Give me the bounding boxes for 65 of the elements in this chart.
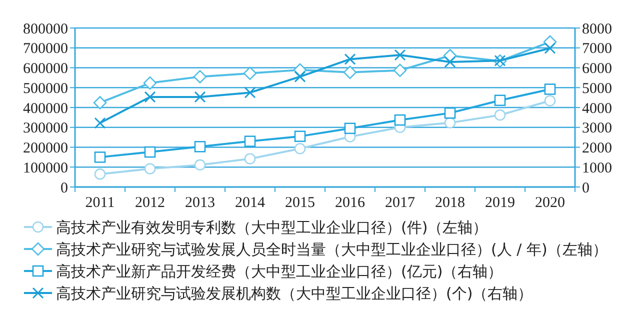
point [243, 66, 257, 80]
point [144, 163, 156, 174]
x-tick-label: 2020 [535, 195, 565, 211]
point [294, 130, 306, 142]
y2-tick-label: 5000 [582, 80, 612, 97]
y2-tick-label: 0 [582, 180, 590, 196]
y2-tick-label: 6000 [582, 61, 612, 77]
y-tick-label: 800000 [23, 21, 68, 38]
x-tick-label: 2012 [135, 195, 165, 211]
x-tick-label: 2017 [385, 195, 416, 211]
x-tick-label: 2015 [285, 195, 315, 211]
y2-tick-label: 7000 [582, 41, 612, 58]
y-tick-label: 0 [60, 180, 68, 196]
point [94, 152, 106, 163]
point [244, 153, 256, 164]
point [544, 84, 556, 95]
legend-label: 高技术产业有效发明专利数（大中型工业企业口径）(件)（左轴） [56, 218, 488, 236]
y-tick-label: 200000 [23, 140, 68, 156]
point [244, 86, 256, 98]
point [194, 91, 206, 103]
point [94, 117, 106, 129]
x-tick-label: 2019 [485, 195, 515, 211]
point [343, 66, 357, 79]
point [143, 76, 157, 90]
point [544, 95, 556, 106]
y-tick-label: 100000 [23, 160, 68, 176]
x-tick-label: 2013 [185, 195, 215, 211]
y-tick-label: 500000 [23, 80, 68, 97]
x-tick-label: 2016 [335, 195, 366, 211]
y-tick-label: 600000 [23, 61, 68, 77]
point [94, 168, 106, 180]
point [144, 91, 156, 103]
point [494, 94, 506, 106]
point [393, 64, 407, 77]
legend-label: 高技术产业研究与试验发展机构数（大中型工业企业口径）(个)（右轴） [56, 284, 533, 302]
point [144, 146, 156, 158]
y2-tick-label: 2000 [582, 140, 612, 156]
y2-tick-label: 3000 [582, 120, 612, 137]
point [244, 136, 256, 147]
point [294, 142, 306, 154]
point [194, 141, 206, 152]
point [344, 122, 356, 134]
y2-tick-label: 8000 [582, 21, 612, 38]
point [394, 49, 406, 61]
point [193, 70, 207, 84]
point [344, 53, 356, 65]
x-tick-label: 2018 [435, 195, 465, 211]
point [444, 117, 456, 128]
y-tick-label: 700000 [23, 41, 68, 58]
point [544, 42, 556, 54]
point [394, 114, 406, 126]
legend-label: 高技术产业研究与试验发展人员全时当量（大中型工业企业口径）(人 / 年)（左轴） [56, 240, 608, 258]
point [444, 56, 456, 68]
point [294, 70, 306, 82]
point [93, 96, 107, 110]
point [194, 159, 206, 171]
y2-tick-label: 1000 [582, 160, 612, 176]
y-tick-label: 400000 [23, 100, 68, 117]
point [494, 109, 506, 121]
point [444, 107, 456, 119]
x-tick-label: 2011 [85, 195, 115, 211]
x-tick-label: 2014 [235, 195, 266, 211]
legend-label: 高技术产业新产品开发经费（大中型工业企业口径）(亿元)（右轴） [56, 262, 503, 280]
y2-tick-label: 4000 [582, 100, 612, 117]
y-tick-label: 300000 [23, 120, 68, 137]
